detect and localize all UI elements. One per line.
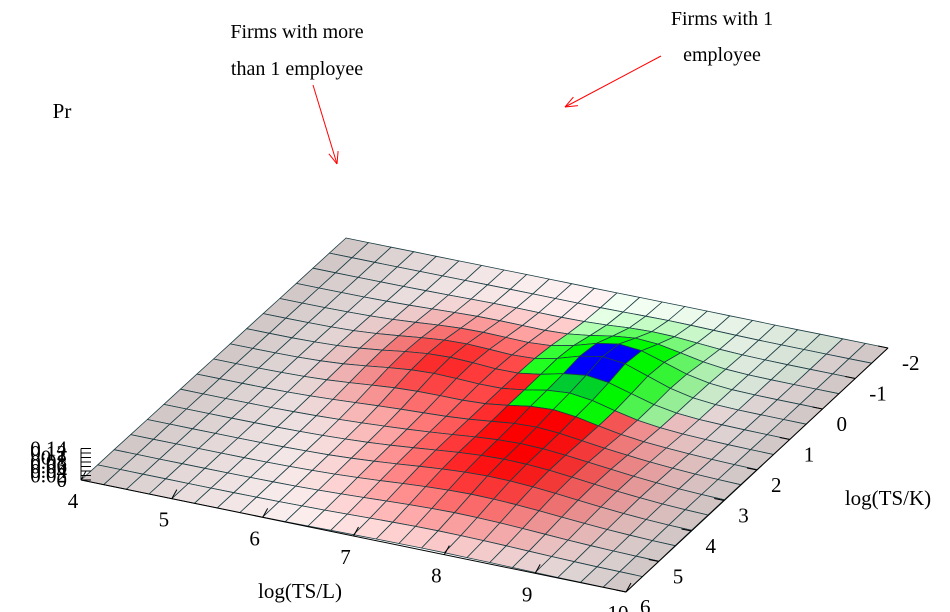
z-tick-label: 0.1: [41, 446, 67, 470]
y-tick-label: 1: [804, 443, 815, 467]
x-tick-mark: [625, 582, 632, 593]
z-tick-label: 0: [57, 468, 68, 492]
x-tick-label: 4: [68, 489, 79, 513]
y-tick-mark: [779, 437, 790, 440]
x-tick-mark: [262, 508, 269, 518]
x-axis-title: log(TS/L): [258, 579, 342, 603]
x-tick-label: 8: [431, 564, 442, 588]
annotation-single-employee: Firms with 1 employee: [671, 8, 773, 66]
y-tick-label: -2: [902, 351, 920, 375]
arrow-single-employee-head: [564, 96, 574, 108]
y-tick-label: 2: [771, 473, 782, 497]
y-tick-mark: [877, 345, 889, 349]
arrow-single-employee: [564, 55, 662, 108]
z-tick-label: 0.06: [30, 455, 67, 479]
x-tick-mark: [443, 545, 450, 555]
z-tick-label: 0.14: [30, 437, 67, 461]
annotation-multi-line-2: than 1 employee: [231, 58, 363, 80]
x-tick-label: 10: [608, 601, 629, 612]
y-tick-label: -1: [869, 382, 887, 406]
annotation-multi-employee: Firms with more than 1 employee: [230, 21, 363, 80]
y-tick-mark: [615, 589, 627, 593]
y-tick-mark: [746, 467, 758, 471]
x-tick-mark: [80, 470, 87, 481]
x-tick-label: 9: [522, 582, 533, 606]
x-tick-label: 6: [249, 526, 260, 550]
y-tick-label: 3: [738, 504, 749, 528]
y-tick-mark: [648, 559, 659, 562]
annotation-multi-line-1: Firms with more: [230, 21, 363, 43]
y-tick-label: 5: [673, 565, 684, 589]
x-axis: 4 5 6 7 8 9 10: [68, 470, 632, 612]
surface-mesh: [80, 237, 889, 593]
arrow-multi-employee-head: [336, 151, 339, 165]
y-tick-label: 6: [640, 595, 651, 612]
x-tick-label: 7: [340, 545, 351, 569]
y-tick-mark: [681, 528, 692, 532]
z-tick-label: 0.04: [30, 459, 67, 483]
y-tick-mark: [714, 498, 725, 501]
arrow-single-employee-head: [564, 105, 578, 108]
annotation-single-line-1: Firms with 1: [671, 8, 773, 30]
y-tick-mark: [812, 406, 823, 410]
z-tick-label: 0.08: [30, 450, 67, 474]
z-tick-label: 0.12: [30, 441, 67, 465]
z-tick-label: 0.02: [30, 464, 67, 488]
x-tick-mark: [534, 564, 541, 574]
arrow-multi-employee: [312, 84, 338, 165]
x-tick-mark: [353, 526, 359, 537]
y-tick-mark: [845, 376, 856, 379]
x-tick-mark: [171, 489, 178, 499]
x-tick-label: 5: [159, 508, 170, 532]
z-axis-title: Pr: [53, 99, 72, 123]
y-axis-title: log(TS/K): [845, 486, 931, 510]
y-tick-label: 0: [837, 412, 848, 436]
arrow-multi-employee-head: [328, 153, 338, 165]
annotation-arrows: [312, 55, 662, 165]
z-axis: 00.020.040.060.080.10.120.14: [30, 437, 91, 492]
annotation-single-line-2: employee: [683, 44, 761, 66]
y-tick-label: 4: [706, 534, 717, 558]
